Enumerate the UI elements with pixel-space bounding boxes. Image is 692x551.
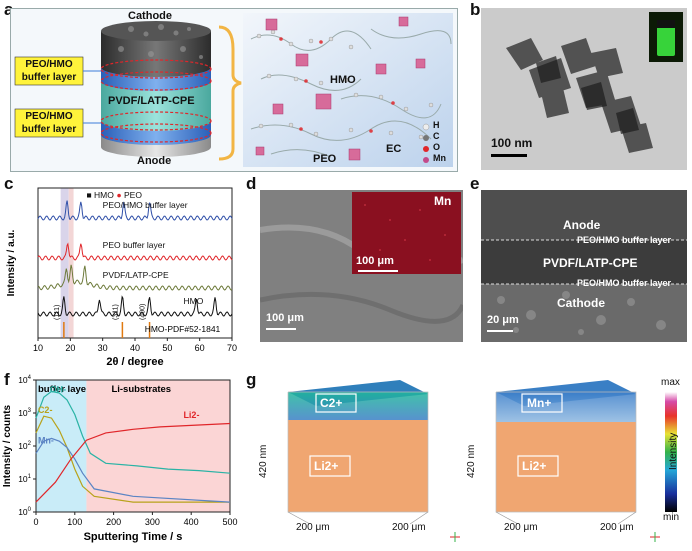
xtick-label-1: 20 <box>65 343 75 353</box>
atom-legend: H C O Mn <box>433 120 446 163</box>
electrolyte-label: PVDF/LATP-CPE <box>108 95 195 107</box>
mn-label: Mn+ <box>527 396 552 410</box>
region-1 <box>86 380 230 512</box>
intensity-colorbar <box>665 392 677 512</box>
region-label-1: Li-substrates <box>111 384 171 395</box>
ref-hkl-0: (111) <box>54 305 61 320</box>
panel-a-letter: a <box>4 0 14 19</box>
cross-section-scalebar-label: 20 μm <box>487 314 519 326</box>
cube-left <box>287 380 429 525</box>
xrd-chart: PEO/HMO buffer layer PEO buffer layer PVDF… <box>6 187 237 368</box>
buffer-bottom-label-e: PEO/HMO buffer layer <box>577 278 672 288</box>
depth-label-right: 200 μm <box>600 522 634 533</box>
sims-ytick-label-3: 103 <box>18 408 31 418</box>
width-label-left: 200 μm <box>296 522 330 533</box>
panel-e-cross-section: Anode PEO/HMO buffer layer PVDF/LATP-CPE… <box>481 190 687 342</box>
panel-b-tem-image: 100 nm <box>481 8 687 170</box>
sims-series-label-0: OH- <box>50 384 67 394</box>
sims-xtick-label-0: 0 <box>33 517 38 527</box>
cube-right <box>495 380 637 525</box>
panel-c-letter: c <box>4 174 14 193</box>
ref-hkl-2: (400) <box>140 304 147 320</box>
cathode-label-e: Cathode <box>557 296 605 310</box>
sem-scalebar-label: 100 μm <box>266 312 304 324</box>
xtick-label-3: 40 <box>130 343 140 353</box>
c2-label: C2+ <box>320 396 343 410</box>
panel-d-sem-image: Mn 100 μm 100 μm <box>260 190 463 342</box>
peo-label: PEO <box>313 153 337 165</box>
xrd-xlabel: 2θ / degree <box>106 356 163 368</box>
xrd-legend-0: ■ HMO <box>87 190 115 200</box>
sims-ytick-label-4: 104 <box>18 375 31 385</box>
sims-series-label-3: Li2- <box>183 410 199 420</box>
xtick-label-4: 50 <box>162 343 172 353</box>
sims-xtick-label-3: 300 <box>145 517 160 527</box>
sims-series-2 <box>35 437 231 503</box>
xtick-label-6: 70 <box>227 343 237 353</box>
width-label-right: 200 μm <box>504 522 538 533</box>
sims-xtick-label-1: 100 <box>67 517 82 527</box>
hmo-label: HMO <box>330 74 356 86</box>
xrd-series-0 <box>37 200 233 221</box>
buffer-top-label-e: PEO/HMO buffer layer <box>577 235 672 245</box>
xrd-series-label-3: HMO <box>184 296 204 306</box>
colorbar-max-label: max <box>661 377 680 388</box>
tof-sims-3d-maps <box>287 380 677 542</box>
panel-g-letter: g <box>246 370 257 389</box>
panel-a: Cathode Anode PEO/HMO buffer layer PEO/H… <box>10 8 458 172</box>
xrd-series-3 <box>37 295 233 317</box>
xrd-series-label-1: PEO buffer layer <box>103 240 166 250</box>
sims-ylabel: Intensity / counts <box>2 404 13 487</box>
sims-ytick-label-0: 100 <box>18 507 31 517</box>
anode-label: Anode <box>137 155 172 167</box>
buffer-top-label: PEO/HMO buffer layer <box>21 59 77 83</box>
tem-scalebar-label: 100 nm <box>491 136 533 150</box>
cpe-label-e: PVDF/LATP-CPE <box>543 256 638 270</box>
peo-band <box>68 188 74 338</box>
hmo-band <box>60 188 69 338</box>
xrd-series-2 <box>37 264 233 291</box>
xrd-legend-1: ● PEO <box>117 190 143 200</box>
sims-xtick-label-5: 500 <box>222 517 237 527</box>
ec-label: EC <box>386 143 402 155</box>
panel-b-letter: b <box>470 0 481 19</box>
xrd-series-label-0: PEO/HMO buffer layer <box>103 200 188 210</box>
xrd-series-label-2: PVDF/LATP-CPE <box>103 270 169 280</box>
height-label-right: 420 nm <box>466 444 477 478</box>
ref-name: HMO-PDF#52-1841 <box>145 324 221 334</box>
xtick-label-0: 10 <box>33 343 43 353</box>
battery-schematic <box>14 13 453 167</box>
inset-scalebar-label: 100 μm <box>356 255 394 267</box>
xtick-label-5: 60 <box>195 343 205 353</box>
colorbar-min-label: min <box>663 512 680 523</box>
panel-e-letter: e <box>470 174 480 193</box>
buffer-bottom-label: PEO/HMO buffer layer <box>21 111 77 135</box>
sims-xlabel: Sputtering Time / s <box>84 531 183 543</box>
region-label-0: buffer layer <box>38 384 90 395</box>
sims-series-0 <box>35 390 231 474</box>
sims-ytick-label-2: 102 <box>18 441 31 451</box>
region-0 <box>36 380 87 512</box>
panel-d-letter: d <box>246 174 257 193</box>
mn-map-label: Mn <box>434 194 452 208</box>
ref-hkl-1: (311) <box>112 304 119 320</box>
depth-label-left: 200 μm <box>392 522 426 533</box>
sims-xtick-label-2: 200 <box>106 517 121 527</box>
cathode-label: Cathode <box>128 10 172 22</box>
sims-series-label-1: C2- <box>38 405 53 415</box>
anode-label-e: Anode <box>563 218 601 232</box>
xtick-label-2: 30 <box>98 343 108 353</box>
sims-series-label-2: Mn- <box>38 435 54 445</box>
sims-series-3 <box>35 422 231 503</box>
colorbar-title: Intensity <box>668 432 679 470</box>
xrd-ylabel: Intensity / a.u. <box>6 229 17 296</box>
li2-label-right: Li2+ <box>522 459 547 473</box>
sims-xtick-label-4: 400 <box>184 517 199 527</box>
height-label-left: 420 nm <box>258 444 269 478</box>
panel-f-letter: f <box>4 370 10 389</box>
sims-ytick-label-1: 101 <box>18 474 31 484</box>
xrd-series-1 <box>37 242 233 261</box>
li2-label-left: Li2+ <box>314 459 339 473</box>
